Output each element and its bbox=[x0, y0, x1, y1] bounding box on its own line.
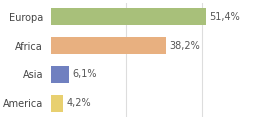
Bar bbox=[51, 37, 166, 54]
Bar bbox=[51, 95, 63, 112]
Bar bbox=[51, 66, 69, 83]
Text: 4,2%: 4,2% bbox=[66, 98, 91, 108]
Text: 6,1%: 6,1% bbox=[72, 69, 97, 79]
Text: 51,4%: 51,4% bbox=[209, 12, 240, 22]
Text: 38,2%: 38,2% bbox=[169, 41, 200, 51]
Bar bbox=[51, 8, 206, 25]
